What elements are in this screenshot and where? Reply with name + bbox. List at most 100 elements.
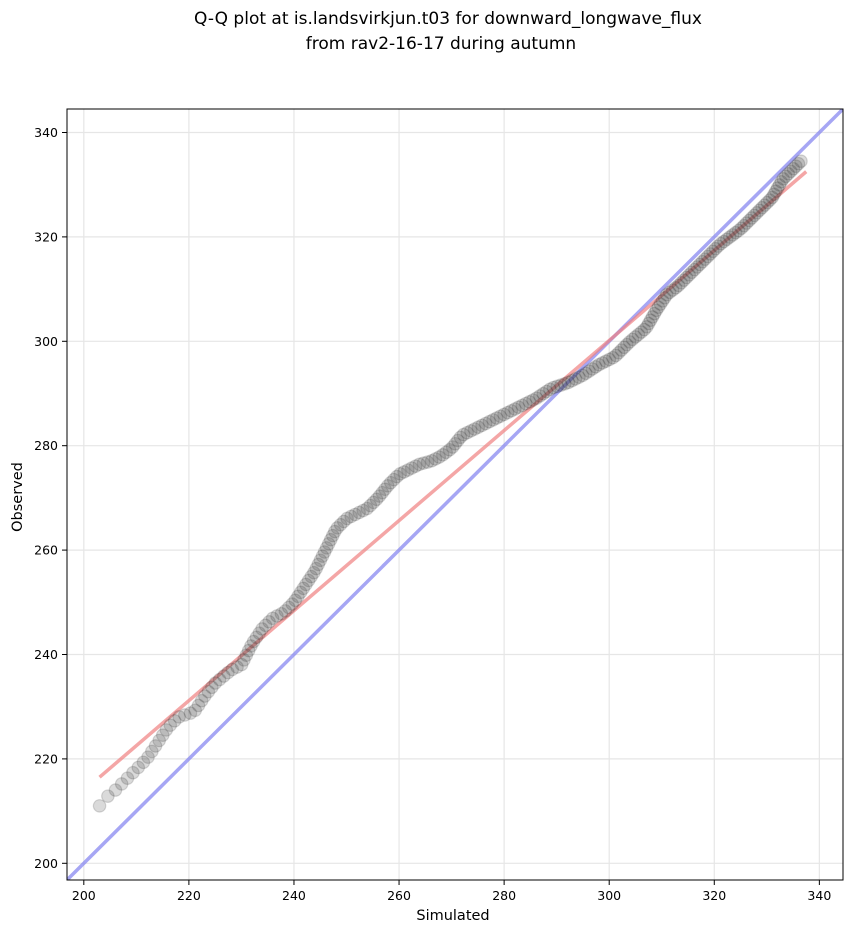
qq-point bbox=[315, 549, 330, 563]
qq-point bbox=[529, 391, 544, 405]
axes-frame bbox=[66, 108, 844, 881]
qq-point bbox=[750, 206, 764, 220]
qq-point bbox=[647, 306, 662, 321]
qq-point bbox=[508, 402, 522, 416]
qq-point bbox=[244, 639, 258, 653]
qq-point bbox=[543, 382, 557, 397]
qq-point bbox=[682, 268, 696, 282]
qq-point bbox=[198, 689, 212, 703]
x-tick-label: 340 bbox=[807, 888, 831, 903]
qq-point bbox=[575, 368, 590, 383]
qq-point bbox=[274, 606, 289, 621]
reference-lines bbox=[67, 109, 843, 880]
qq-point bbox=[108, 783, 123, 797]
qq-point bbox=[526, 393, 540, 407]
qq-point bbox=[212, 672, 227, 687]
qq-point bbox=[340, 511, 354, 526]
qq-point bbox=[685, 265, 699, 280]
qq-point bbox=[628, 330, 643, 344]
qq-point bbox=[698, 252, 712, 266]
qq-point bbox=[565, 373, 579, 388]
qq-point bbox=[435, 448, 450, 462]
qq-point bbox=[493, 409, 508, 424]
qq-point bbox=[539, 384, 554, 399]
qq-point bbox=[728, 225, 743, 240]
qq-point bbox=[281, 600, 296, 615]
qq-point bbox=[582, 364, 596, 378]
qq-point bbox=[725, 228, 740, 242]
qq-point bbox=[369, 492, 384, 507]
qq-point bbox=[336, 514, 351, 529]
qq-point bbox=[159, 723, 174, 737]
qq-point bbox=[319, 541, 334, 555]
qq-point bbox=[641, 316, 656, 331]
qq-point bbox=[714, 236, 728, 251]
qq-point bbox=[794, 154, 808, 169]
qq-point bbox=[285, 597, 300, 611]
qq-point bbox=[717, 234, 731, 249]
y-tick-label: 320 bbox=[34, 229, 58, 244]
qq-point bbox=[442, 443, 457, 457]
qq-point bbox=[789, 159, 803, 174]
qq-point bbox=[637, 322, 652, 337]
qq-point bbox=[183, 706, 198, 720]
qq-point bbox=[747, 208, 762, 223]
qq-point bbox=[786, 161, 801, 176]
qq-point bbox=[293, 585, 308, 600]
qq-point bbox=[659, 287, 674, 302]
qq-point bbox=[241, 643, 256, 658]
qq-point bbox=[765, 190, 780, 205]
qq-point bbox=[390, 469, 404, 484]
qq-point bbox=[770, 181, 785, 195]
qq-point bbox=[208, 676, 223, 690]
qq-point bbox=[278, 604, 293, 618]
qq-point bbox=[328, 524, 342, 539]
qq-point bbox=[634, 325, 649, 339]
qq-point bbox=[518, 396, 533, 411]
qq-point bbox=[482, 414, 497, 429]
qq-point bbox=[674, 275, 689, 290]
x-tick-label: 280 bbox=[492, 888, 516, 903]
qq-point bbox=[784, 164, 798, 179]
qq-point bbox=[136, 755, 151, 770]
qq-point bbox=[554, 378, 568, 392]
qq-point bbox=[640, 320, 654, 334]
qq-point bbox=[568, 372, 583, 386]
qq-point bbox=[201, 684, 216, 699]
qq-point bbox=[333, 517, 348, 532]
qq-point bbox=[708, 241, 723, 256]
qq-point bbox=[778, 169, 793, 184]
y-tick-label: 200 bbox=[34, 856, 58, 871]
qq-point bbox=[700, 249, 715, 264]
qq-point bbox=[767, 187, 781, 202]
qq-point bbox=[249, 630, 264, 645]
qq-point bbox=[178, 708, 192, 722]
qq-point bbox=[781, 167, 796, 181]
qq-point bbox=[428, 452, 443, 466]
qq-point bbox=[148, 739, 163, 753]
qq-point bbox=[383, 475, 398, 490]
qq-point bbox=[655, 294, 670, 308]
qq-point bbox=[288, 593, 303, 608]
qq-point bbox=[687, 262, 702, 277]
qq-point bbox=[307, 565, 321, 580]
qq-point bbox=[515, 398, 529, 413]
qq-point bbox=[489, 411, 504, 425]
qq-point bbox=[311, 557, 326, 572]
qq-point bbox=[356, 503, 370, 518]
qq-point bbox=[372, 489, 387, 503]
qq-point bbox=[380, 479, 395, 493]
qq-point bbox=[791, 156, 806, 171]
qq-point bbox=[602, 352, 617, 367]
qq-point bbox=[620, 337, 634, 352]
qq-point bbox=[622, 335, 637, 349]
x-tick-label: 300 bbox=[597, 888, 621, 903]
qq-point bbox=[172, 710, 186, 724]
qq-point bbox=[262, 615, 276, 629]
qq-point bbox=[317, 545, 332, 559]
qq-point bbox=[456, 427, 471, 442]
qq-point bbox=[252, 626, 267, 640]
qq-point bbox=[299, 577, 313, 592]
